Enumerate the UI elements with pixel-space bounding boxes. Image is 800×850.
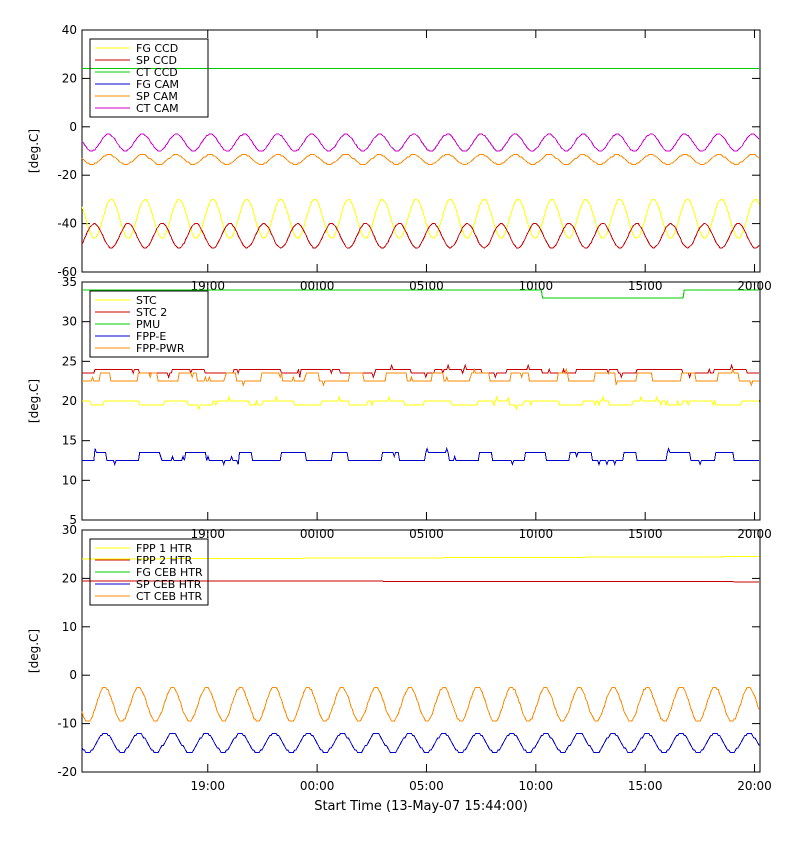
- panel-3-ytick-label: 30: [62, 523, 77, 537]
- panel-3-xtick-label: 19:00: [190, 779, 225, 793]
- panel-2-ytick-label: 35: [62, 275, 77, 289]
- legend-label-fg-cam: FG CAM: [136, 78, 179, 91]
- series-line-fpp-2-htr: [82, 580, 760, 583]
- panel-3-xtick-label: 15:00: [628, 779, 663, 793]
- legend-label-stc: STC: [136, 294, 157, 307]
- panel-2-ytick-label: 20: [62, 394, 77, 408]
- legend-label-fpp-1-htr: FPP 1 HTR: [136, 542, 193, 555]
- panel-3-ylabel: [deg.C]: [27, 629, 41, 673]
- panel-2-ytick-label: 5: [69, 513, 77, 527]
- legend-label-fpp-2-htr: FPP 2 HTR: [136, 554, 193, 567]
- panel-3-ytick-label: 20: [62, 571, 77, 585]
- panel-3-frame: [81, 529, 761, 773]
- panel-1-ytick-label: 20: [62, 71, 77, 85]
- series-line-sp-ccd: [81, 223, 760, 249]
- panel-1-legend-box: [89, 38, 209, 118]
- legend-label-sp-cam: SP CAM: [136, 90, 178, 103]
- series-line-fpp-e: [82, 446, 760, 467]
- panel-2-legend-box: [89, 290, 209, 358]
- panel-3-legend-box: [89, 538, 209, 606]
- panel-3-ytick-label: 0: [69, 668, 77, 682]
- series-line-fg-cam: [81, 133, 760, 152]
- x-axis-label: Start Time (13-May-07 15:44:00): [314, 799, 528, 814]
- panel-2-ytick-label: 15: [62, 434, 77, 448]
- series-line-fpp-1-htr: [82, 556, 760, 560]
- panel-1-ytick-label: -40: [57, 217, 77, 231]
- panel-3-ytick-label: -20: [57, 765, 77, 779]
- series-line-fg-ccd: [81, 198, 760, 239]
- panel-3-xtick-label: 20:00: [737, 779, 772, 793]
- legend-label-fpp-pwr: FPP-PWR: [136, 342, 185, 355]
- panel-3-ytick-label: -10: [57, 717, 77, 731]
- series-line-sp-ceb-htr: [81, 732, 760, 754]
- series-line-ct-cam: [81, 133, 760, 152]
- legend-label-sp-ccd: SP CCD: [136, 54, 177, 67]
- panel-2-ytick-label: 25: [62, 354, 77, 368]
- legend-label-fg-ccd: FG CCD: [136, 42, 178, 55]
- panel-2-ytick-label: 30: [62, 315, 77, 329]
- panel-2-ylabel: [deg.C]: [27, 379, 41, 423]
- series-line-pmu: [82, 289, 760, 299]
- series-line-fg-ceb-htr: [81, 686, 760, 722]
- legend-label-sp-ceb-htr: SP CEB HTR: [136, 578, 202, 591]
- panel-1-ytick-label: 0: [69, 120, 77, 134]
- panel-1-ytick-label: 40: [62, 23, 77, 37]
- legend-label-ct-cam: CT CAM: [136, 102, 179, 115]
- legend-label-ct-ceb-htr: CT CEB HTR: [136, 590, 203, 603]
- legend-label-pmu: PMU: [136, 318, 160, 331]
- panel-3-ytick-label: 10: [62, 620, 77, 634]
- panel-1-ytick-label: -60: [57, 265, 77, 279]
- series-line-ct-ceb-htr: [81, 686, 760, 722]
- legend-label-fpp-e: FPP-E: [136, 330, 166, 343]
- panel-3-xtick-label: 10:00: [519, 779, 554, 793]
- series-line-fpp-pwr: [82, 367, 760, 387]
- panel-1-frame: [81, 29, 761, 273]
- panel-3-xtick-label: 00:00: [300, 779, 335, 793]
- panel-1-ytick-label: -20: [57, 168, 77, 182]
- legend-label-ct-ccd: CT CCD: [136, 66, 178, 79]
- legend-label-fg-ceb-htr: FG CEB HTR: [136, 566, 203, 579]
- series-line-sp-cam: [81, 154, 760, 165]
- panel-2-ytick-label: 10: [62, 473, 77, 487]
- legend-label-stc-2: STC 2: [136, 306, 167, 319]
- panel-1-ylabel: [deg.C]: [27, 129, 41, 173]
- series-line-stc: [82, 395, 760, 411]
- series-line-stc-2: [82, 363, 760, 379]
- panel-3-xtick-label: 05:00: [409, 779, 444, 793]
